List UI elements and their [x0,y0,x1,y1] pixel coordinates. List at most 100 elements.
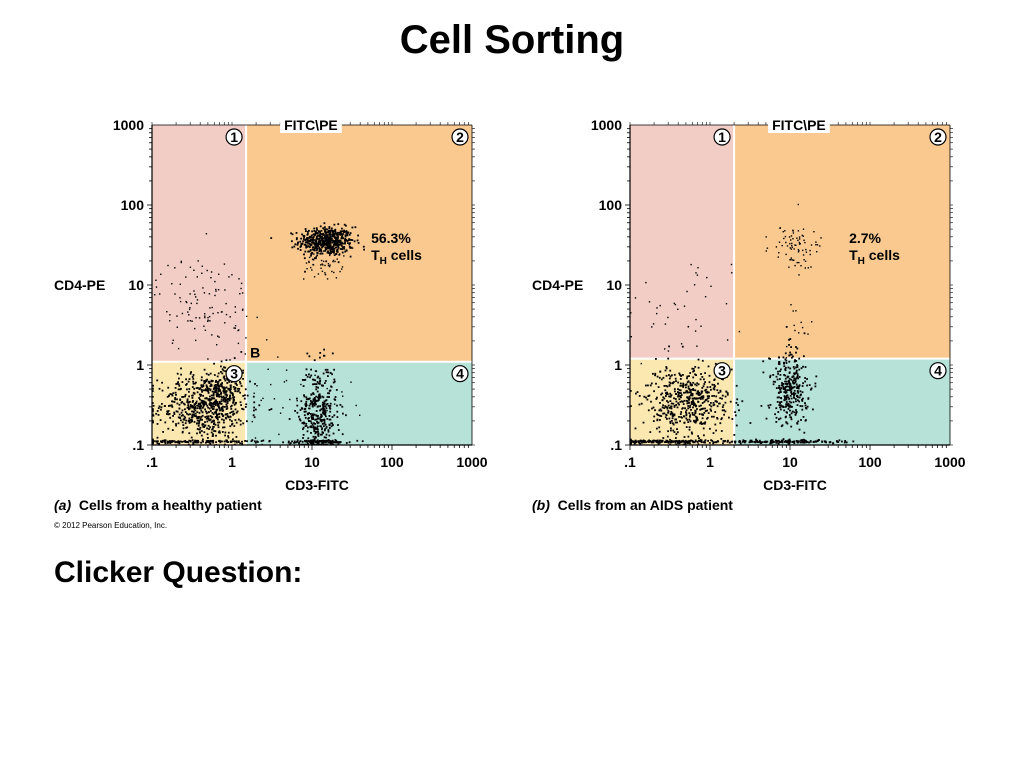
event-dot [659,408,662,411]
event-dot [162,431,164,433]
event-dot [670,407,673,410]
event-dot [629,441,632,444]
caption-text-a: Cells from a healthy patient [78,497,262,513]
event-dot [331,352,334,355]
event-dot [794,414,797,416]
event-dot [213,423,215,425]
event-dot [315,436,317,439]
event-dot [206,387,209,390]
event-dot [237,390,240,392]
event-dot [169,416,172,419]
event-dot [337,246,340,249]
event-dot [629,440,632,443]
event-dot [211,306,213,309]
event-dot [801,326,804,329]
event-dot [658,430,661,433]
event-dot [706,386,709,389]
event-dot [793,379,795,382]
event-dot [735,402,738,404]
event-dot [784,369,787,372]
event-dot [320,267,322,269]
event-dot [174,397,177,399]
event-dot [310,253,312,255]
event-dot [192,443,195,445]
caption-b: (b) Cells from an AIDS patient [532,497,733,513]
event-dot [788,344,790,346]
event-dot [323,244,325,246]
event-dot [674,440,677,443]
event-dot [782,356,785,359]
event-dot [710,285,712,287]
event-dot [273,398,276,400]
event-dot [230,420,233,422]
event-dot [327,230,330,232]
event-dot [705,398,708,401]
event-dot [341,405,344,408]
event-dot [166,440,169,443]
event-dot [316,427,318,429]
event-dot [239,419,242,422]
event-dot [648,301,651,303]
x-tick-label: 100 [858,454,882,470]
event-dot [788,377,791,380]
event-dot [789,351,791,354]
event-dot [225,396,227,399]
event-dot [783,365,786,368]
event-dot [698,392,700,394]
event-dot [301,379,304,381]
event-dot [337,243,339,245]
event-dot [697,392,699,395]
event-dot [790,259,792,261]
event-dot [185,384,187,386]
event-dot [215,399,217,402]
event-dot [242,372,244,374]
event-dot [734,414,737,417]
event-dot [781,383,784,386]
event-dot [207,406,209,409]
event-dot [240,385,243,387]
event-dot [708,404,711,406]
event-dot [182,414,184,416]
event-dot [208,382,211,384]
event-dot [328,434,331,437]
event-dot [642,439,645,442]
event-dot [219,409,221,412]
event-dot [737,404,739,406]
event-dot [307,437,310,440]
event-dot [680,392,682,394]
event-dot [299,249,302,251]
event-dot [210,401,212,404]
event-dot [303,235,306,237]
event-dot [201,265,203,267]
event-dot [803,239,805,241]
event-dot [779,378,781,380]
event-dot [795,409,797,411]
event-dot [673,397,675,400]
event-dot [695,392,698,395]
event-dot [341,234,344,237]
event-dot [777,439,780,442]
event-dot [714,411,717,413]
event-dot [192,374,195,376]
event-dot [676,431,679,434]
event-dot [775,375,778,378]
event-dot [794,359,796,361]
event-dot [210,421,213,424]
event-dot [308,256,311,259]
event-dot [345,442,348,444]
event-dot [660,441,663,443]
event-dot [301,422,304,424]
event-dot [300,400,303,403]
event-dot [311,269,313,271]
event-dot [232,401,235,403]
event-dot [225,399,228,401]
event-dot [324,250,327,252]
event-dot [324,382,326,384]
event-dot [780,387,783,389]
event-dot [318,234,320,237]
event-dot [313,253,315,255]
event-dot [785,398,788,401]
event-dot [305,405,307,408]
event-dot [720,430,723,432]
event-dot [303,422,306,425]
